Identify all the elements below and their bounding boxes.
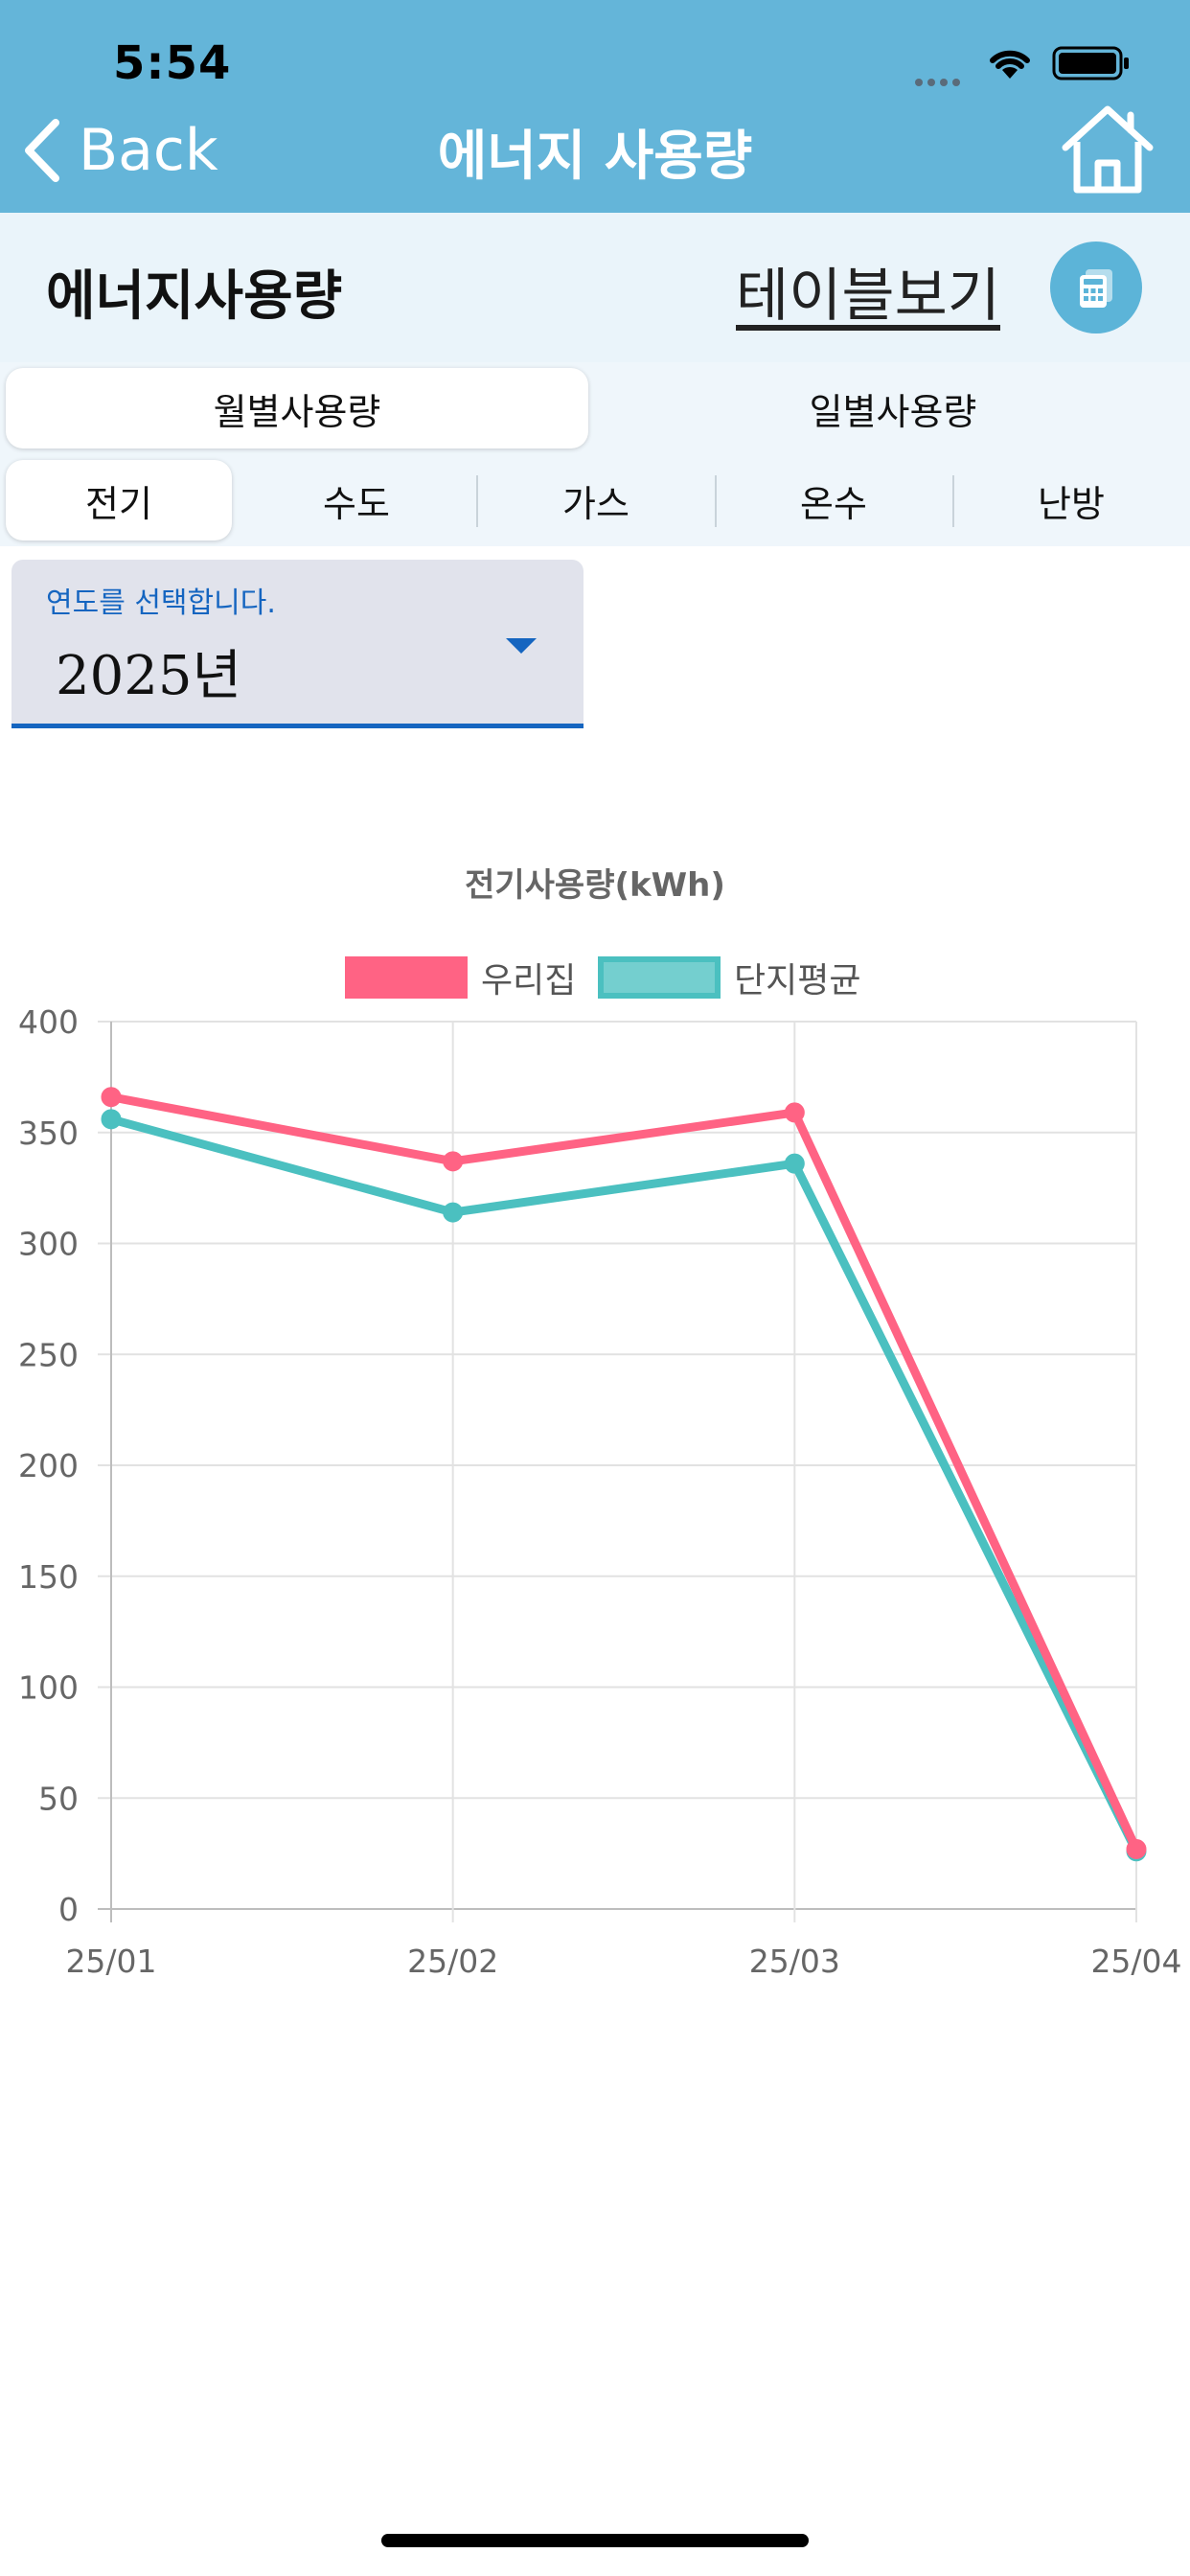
- y-tick-label: 300: [18, 1226, 79, 1263]
- line-chart: 0 50 100 150 200 250 300 350 400 25/01 25/02 25/03 2…: [18, 1003, 1182, 1980]
- navigation-bar: [0, 0, 1190, 213]
- legend-item-ours[interactable]: 우리집: [345, 953, 576, 1002]
- x-tick-label: 25/02: [407, 1943, 498, 1980]
- legend-label-ours: 우리집: [481, 961, 577, 1000]
- nav-title: 에너지 사용량: [437, 126, 753, 188]
- tab-monthly[interactable]: 월별사용량: [6, 368, 588, 448]
- dropdown-caret-icon[interactable]: [504, 636, 538, 659]
- back-button[interactable]: Back: [23, 107, 218, 194]
- series-line-ours: [106, 1092, 1141, 1853]
- tab-divider: [715, 475, 717, 527]
- data-point-average: [443, 1202, 464, 1223]
- cellular-signal-icon: [915, 72, 969, 86]
- x-tick-label: 25/01: [65, 1943, 156, 1980]
- tab-water[interactable]: 수도: [323, 482, 390, 525]
- calculator-icon: [1080, 269, 1112, 308]
- battery-icon: [1052, 46, 1131, 84]
- data-point-ours: [443, 1151, 464, 1172]
- data-point-ours: [1126, 1838, 1147, 1859]
- data-point-average: [101, 1109, 122, 1130]
- data-point-ours: [784, 1102, 805, 1123]
- wifi-icon: [985, 44, 1035, 84]
- year-select-value[interactable]: 2025년: [56, 645, 242, 707]
- tab-electricity[interactable]: 전기: [6, 460, 232, 540]
- calculator-button[interactable]: [1050, 242, 1142, 334]
- y-tick-label: 250: [18, 1336, 79, 1373]
- home-indicator: [381, 2534, 809, 2547]
- y-tick-label: 50: [38, 1780, 79, 1817]
- data-point-average: [784, 1153, 805, 1174]
- y-tick-label: 400: [18, 1003, 79, 1041]
- tab-gas[interactable]: 가스: [562, 482, 629, 525]
- year-select-label: 연도를 선택합니다.: [46, 586, 276, 620]
- chart-title: 전기사용량(kWh): [465, 866, 725, 905]
- energy-type-tabs: 전기 수도 가스 온수 난방: [0, 454, 1190, 546]
- legend-label-average: 단지평균: [734, 961, 861, 1000]
- tab-heating[interactable]: 난방: [1038, 482, 1105, 525]
- tab-divider: [952, 475, 954, 527]
- page-title: 에너지사용량: [46, 265, 343, 328]
- y-tick-label: 350: [18, 1115, 79, 1152]
- tab-daily[interactable]: 일별사용량: [809, 390, 977, 433]
- year-select[interactable]: [11, 560, 584, 728]
- series-line-average: [106, 1115, 1141, 1856]
- back-label: Back: [79, 117, 218, 184]
- x-tick-label: 25/04: [1090, 1943, 1181, 1980]
- status-time: 5:54: [113, 36, 232, 90]
- subheader: [0, 213, 1190, 362]
- home-icon: [1062, 105, 1154, 194]
- table-view-link[interactable]: 테이블보기: [736, 263, 1000, 330]
- y-tick-label: 150: [18, 1558, 79, 1596]
- chevron-left-icon: [25, 119, 59, 182]
- x-tick-label: 25/03: [749, 1943, 840, 1980]
- legend-item-average[interactable]: 단지평균: [598, 953, 860, 1002]
- legend-swatch-ours: [345, 956, 468, 999]
- y-tick-label: 100: [18, 1669, 79, 1707]
- data-point-ours: [101, 1087, 122, 1108]
- y-tick-label: 0: [58, 1891, 79, 1928]
- y-tick-label: 200: [18, 1447, 79, 1484]
- tab-hot-water[interactable]: 온수: [800, 482, 867, 525]
- home-button[interactable]: [1060, 104, 1156, 199]
- legend-swatch-average: [598, 956, 721, 999]
- tab-divider: [476, 475, 478, 527]
- period-tabs: 월별사용량 일별사용량: [0, 362, 1190, 454]
